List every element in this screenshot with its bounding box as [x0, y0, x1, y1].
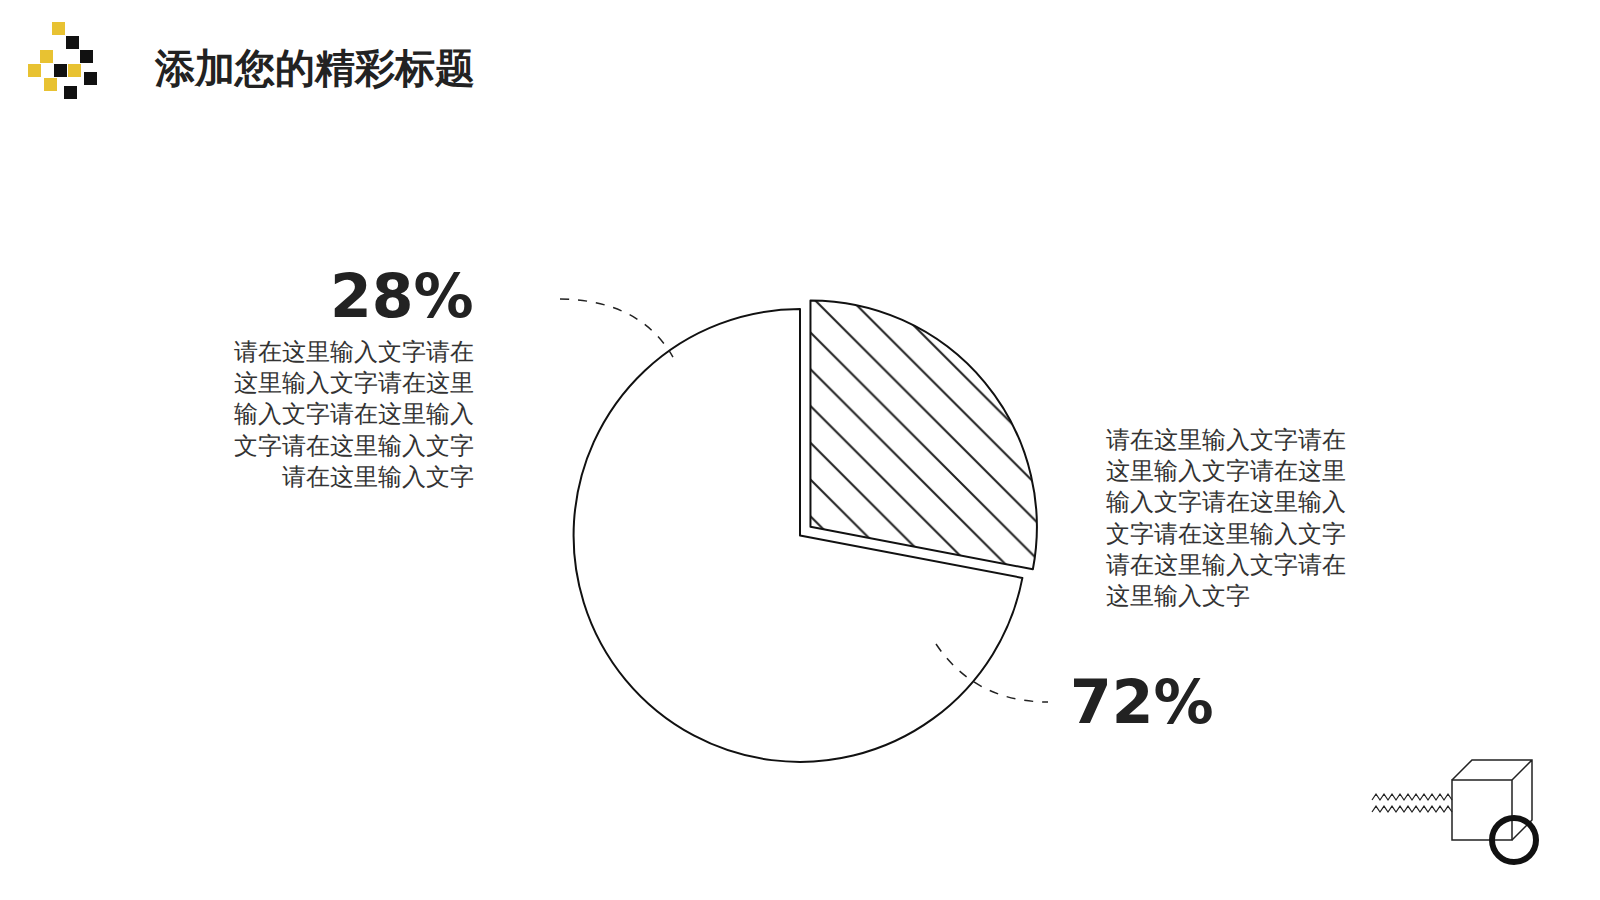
- svg-text:添加您的精彩标题: 添加您的精彩标题: [154, 45, 475, 91]
- svg-text:28%: 28%: [330, 261, 474, 331]
- svg-text:72%: 72%: [1070, 667, 1214, 737]
- svg-text:请在这里输入文字请在这里输入文字请在这里输入文字请在这里输入: 请在这里输入文字请在这里输入文字请在这里输入文字请在这里输入文字请在这里输入文字…: [1106, 426, 1346, 610]
- svg-text:请在这里输入文字请在这里输入文字请在这里输入文字请在这里输入: 请在这里输入文字请在这里输入文字请在这里输入文字请在这里输入文字请在这里输入文字…: [234, 338, 474, 491]
